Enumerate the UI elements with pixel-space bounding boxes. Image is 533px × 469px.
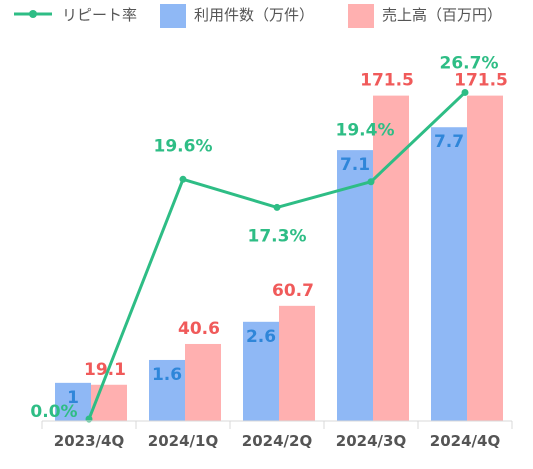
legend-label-usage-count: 利用件数（万件）	[194, 6, 314, 24]
x-axis: 2023/4Q 2024/1Q 2024/2Q 2024/3Q 2024/4Q	[41, 420, 513, 450]
x-tick-label: 2024/2Q	[242, 432, 312, 450]
data-label-usage-count: 7.7	[434, 132, 464, 152]
bar-usage-count	[431, 127, 467, 421]
bar-sales	[467, 95, 503, 421]
data-label-repeat-rate: 0.0%	[30, 402, 77, 422]
bar-sales	[91, 384, 127, 421]
legend-swatch-usage-count	[160, 4, 186, 28]
data-label-repeat-rate: 17.3%	[248, 226, 307, 246]
bar-sales	[279, 305, 315, 421]
data-label-usage-count: 1	[67, 388, 79, 408]
data-label-sales: 171.5	[360, 71, 414, 91]
bar-usage-count	[243, 321, 279, 421]
data-label-repeat-rate: 19.4%	[336, 121, 395, 141]
x-tick-label: 2024/1Q	[148, 432, 218, 450]
bar-sales	[185, 343, 221, 421]
data-label-usage-count: 2.6	[246, 327, 276, 347]
bar-layer	[55, 95, 503, 421]
bar-usage-count	[337, 150, 373, 421]
data-label-repeat-rate: 26.7%	[440, 53, 499, 73]
data-label-sales: 60.7	[272, 281, 314, 301]
data-label-repeat-rate: 19.6%	[154, 136, 213, 156]
x-tick-label: 2024/4Q	[430, 432, 500, 450]
bar-usage-count	[149, 359, 185, 421]
x-tick-label: 2023/4Q	[54, 432, 124, 450]
legend-label-repeat-rate: リピート率	[62, 6, 137, 24]
data-label-usage-count: 7.1	[340, 155, 370, 175]
legend-marker-repeat-rate	[29, 10, 37, 18]
bar-sales	[373, 95, 409, 421]
point-repeat-rate	[461, 88, 469, 96]
point-repeat-rate	[179, 175, 187, 183]
point-repeat-rate	[367, 178, 375, 186]
data-label-sales: 171.5	[454, 71, 508, 91]
label-layer: 19.1 40.6 60.7 171.5 171.5 1 1.6 2.6 7.1 7.7 0.0% 1…	[30, 53, 507, 422]
legend-label-sales: 売上高（百万円）	[382, 6, 502, 24]
data-label-sales: 40.6	[178, 319, 220, 339]
data-label-sales: 19.1	[84, 360, 126, 380]
x-tick-label: 2024/3Q	[336, 432, 406, 450]
bar-usage-count	[55, 382, 91, 421]
point-repeat-rate	[273, 203, 281, 211]
legend: リピート率 利用件数（万件） 売上高（百万円）	[14, 4, 502, 28]
legend-swatch-sales	[348, 4, 374, 28]
data-label-usage-count: 1.6	[152, 365, 182, 385]
